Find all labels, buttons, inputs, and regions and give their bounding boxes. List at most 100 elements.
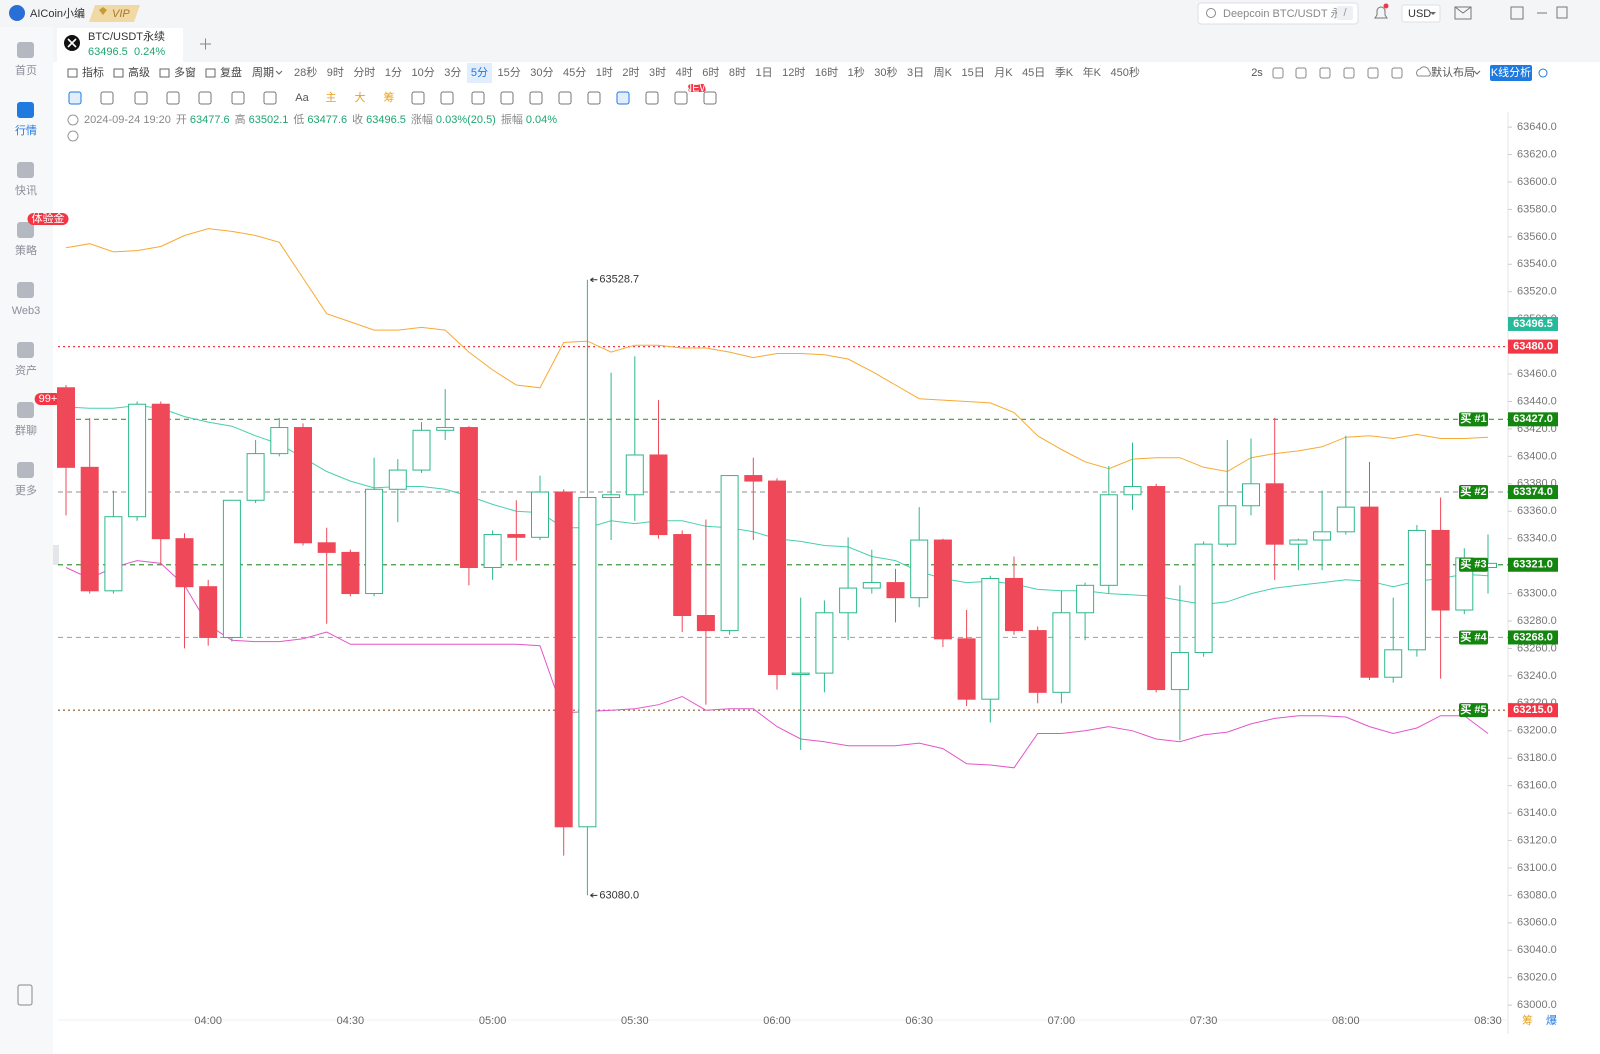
toolbar-icon[interactable]: [1272, 67, 1284, 79]
period[interactable]: 15分: [498, 66, 521, 79]
sidebar-icon[interactable]: [17, 402, 34, 418]
font-tool[interactable]: Aa: [295, 92, 309, 104]
sidebar-label[interactable]: 快讯: [15, 184, 37, 197]
big-tool[interactable]: 大: [355, 90, 366, 104]
period[interactable]: 45分: [563, 66, 586, 79]
sidebar-label[interactable]: 群聊: [15, 423, 37, 437]
drawing-tool[interactable]: [411, 91, 425, 105]
drawing-tool[interactable]: [587, 91, 601, 105]
period[interactable]: 1时: [596, 66, 613, 79]
share-icon[interactable]: [1538, 68, 1548, 78]
sidebar-icon[interactable]: [17, 342, 34, 358]
toolbar-item[interactable]: 高级: [128, 65, 150, 79]
sidebar-label[interactable]: 更多: [15, 483, 37, 497]
layout-label[interactable]: 默认布局: [1431, 66, 1475, 79]
sidebar-icon[interactable]: [17, 42, 34, 58]
sidebar-icon[interactable]: [17, 282, 34, 298]
bell[interactable]: [1374, 6, 1388, 19]
candle-body: [199, 586, 218, 638]
period[interactable]: 季K: [1055, 66, 1074, 79]
toolbar-item[interactable]: 周期: [252, 66, 274, 79]
sidebar-icon[interactable]: [17, 462, 34, 478]
add-tab[interactable]: [200, 38, 211, 50]
drawing-tool[interactable]: [100, 91, 114, 105]
period[interactable]: 45日: [1022, 67, 1045, 79]
drawing-tool[interactable]: [471, 91, 485, 105]
mail[interactable]: [1454, 6, 1472, 20]
drawing-tool[interactable]: [231, 91, 245, 105]
window-icon[interactable]: [1510, 6, 1524, 20]
phone-icon[interactable]: [17, 984, 33, 1006]
toolbar-item[interactable]: 多窗: [174, 65, 196, 79]
sidebar-label[interactable]: Web3: [12, 305, 41, 317]
period[interactable]: 30分: [530, 66, 553, 79]
sidebar-label[interactable]: 策略: [15, 243, 37, 257]
period[interactable]: 4时: [676, 66, 693, 79]
period[interactable]: 28秒: [294, 65, 317, 79]
analysis-button[interactable]: [1490, 65, 1532, 81]
period[interactable]: 分时: [353, 66, 375, 79]
drawing-tool[interactable]: [558, 91, 572, 105]
candle-body: [625, 454, 644, 496]
drawing-tool[interactable]: [166, 91, 180, 105]
toolbar-item[interactable]: 复盘: [220, 65, 242, 79]
period[interactable]: 1秒: [848, 65, 865, 79]
toolbar-icon[interactable]: [1367, 67, 1379, 79]
price-label-box: [1508, 339, 1558, 354]
sidebar-icon[interactable]: [17, 102, 34, 118]
search-box[interactable]: [1197, 2, 1359, 25]
period[interactable]: 3分: [444, 66, 461, 79]
toolbar-icon[interactable]: [1391, 67, 1403, 79]
sidebar-icon[interactable]: [17, 162, 34, 178]
period[interactable]: 周K: [934, 66, 953, 79]
drawing-tool[interactable]: [198, 91, 212, 105]
drawing-tool[interactable]: [134, 91, 148, 105]
maximize[interactable]: [1556, 6, 1568, 19]
drawing-tool[interactable]: [440, 91, 454, 105]
period[interactable]: 3日: [907, 67, 924, 79]
period[interactable]: 9时: [327, 66, 344, 79]
drawing-tool[interactable]: [674, 91, 688, 105]
period[interactable]: 16时: [815, 66, 838, 79]
chips-tool[interactable]: 筹: [384, 90, 395, 104]
corner-chips[interactable]: 筹: [1522, 1013, 1533, 1027]
drawing-tool[interactable]: [68, 91, 82, 105]
sidebar-icon[interactable]: [17, 222, 34, 238]
toolbar-icon[interactable]: [1295, 67, 1307, 79]
period[interactable]: 3时: [649, 66, 666, 79]
expand-info[interactable]: [67, 130, 79, 142]
period[interactable]: 15日: [961, 67, 984, 79]
drawing-tool[interactable]: [529, 91, 543, 105]
refresh-rate[interactable]: 2s: [1251, 67, 1263, 79]
toolbar-icon[interactable]: [1319, 67, 1331, 79]
currency-box[interactable]: [1401, 4, 1441, 23]
period[interactable]: 8时: [729, 66, 746, 79]
collapse-handle[interactable]: [53, 545, 59, 565]
period[interactable]: 450秒: [1111, 65, 1140, 79]
period[interactable]: 1分: [385, 66, 402, 79]
period[interactable]: 5分: [471, 66, 488, 79]
drawing-tool[interactable]: [616, 91, 630, 105]
sidebar-label[interactable]: 首页: [15, 63, 37, 77]
corner-liquidation[interactable]: 爆: [1546, 1013, 1557, 1027]
candle-body: [1099, 494, 1118, 586]
collapse-info[interactable]: [67, 114, 79, 126]
candle-body: [507, 534, 526, 538]
sidebar-label[interactable]: 资产: [15, 363, 37, 377]
period[interactable]: 2时: [622, 66, 639, 79]
drawing-tool[interactable]: [263, 91, 277, 105]
period[interactable]: 10分: [412, 66, 435, 79]
toolbar-item[interactable]: 指标: [82, 65, 104, 79]
sidebar-label[interactable]: 行情: [15, 124, 37, 137]
period[interactable]: 12时: [782, 66, 805, 79]
period[interactable]: 月K: [994, 67, 1013, 79]
main-tool[interactable]: 主: [326, 91, 337, 104]
period[interactable]: 1日: [756, 67, 773, 79]
drawing-tool[interactable]: [703, 91, 717, 105]
period[interactable]: 30秒: [874, 65, 897, 79]
toolbar-icon[interactable]: [1343, 67, 1355, 79]
drawing-tool[interactable]: [500, 91, 514, 105]
period[interactable]: 6时: [702, 66, 719, 79]
period[interactable]: 年K: [1083, 65, 1102, 79]
drawing-tool[interactable]: [645, 91, 659, 105]
